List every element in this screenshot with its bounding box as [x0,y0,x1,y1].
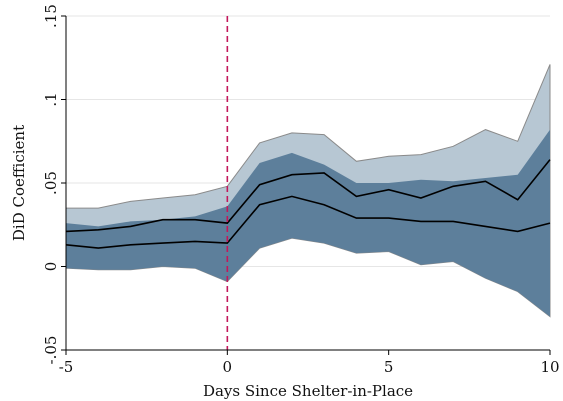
axis-layer: -.05 0 .05 .1 .15 -5 0 5 10 [42,4,560,376]
inner_band-area [66,129,550,317]
estimate-line-1 [65,195,551,249]
x-tick-label-2: 5 [384,358,394,376]
x-tick-label-0: -5 [59,358,74,376]
y-tick-label-0: -.05 [42,336,60,365]
line-layer [65,159,551,249]
x-tick-label-3: 10 [540,358,559,376]
y-tick-label-4: .15 [42,4,60,28]
band-layer [65,64,551,318]
y-tick-label-3: .1 [42,92,60,106]
x-axis-title: Days Since Shelter-in-Place [203,382,413,400]
y-axis-title: DiD Coefficient [10,125,28,241]
estimate-line-0 [65,159,551,233]
x-tick-label-1: 0 [223,358,233,376]
y-tick-label-1: 0 [42,262,60,272]
y-tick-label-2: .05 [42,171,60,195]
